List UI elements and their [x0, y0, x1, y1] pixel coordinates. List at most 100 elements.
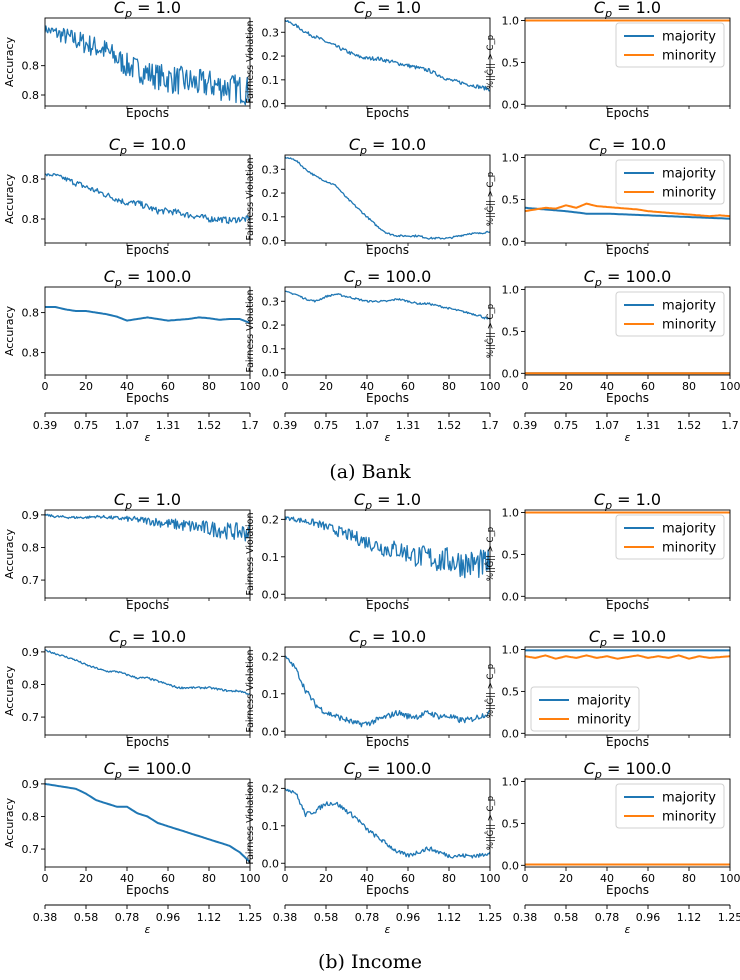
- panel-0-0-2-title: Cp = 1.0: [594, 0, 661, 20]
- panel-0-0-1-xlabel: Epochs: [366, 106, 409, 120]
- panel-1-2-2-eps-tick-label-5: 1.25: [718, 911, 740, 924]
- panel-0-0-0-ylabel: Accuracy: [3, 36, 16, 87]
- panel-1-2-1-xtick-label-1: 20: [319, 872, 333, 885]
- panel-1-2-2-eps-tick-label-0: 0.38: [513, 911, 538, 924]
- panel-0-2-0-eps-tick-label-3: 1.31: [156, 419, 181, 432]
- panel-0-0-1-axes-frame: [284, 17, 491, 107]
- panel-0-2-0-ylabel: Accuracy: [3, 305, 16, 356]
- panel-1-2-2-legend-label-majority: majority: [662, 791, 716, 806]
- panel-0-2-2-eps-tick-label-4: 1.52: [677, 419, 702, 432]
- panel-1-2-0-xlabel: Epochs: [126, 883, 169, 897]
- panel-1-0-1: 0.0 0.1 0.2 Epochs Fairness Violation Cp = 1.…: [245, 490, 491, 612]
- panel-1-1-2-legend-label-minority: minority: [577, 713, 632, 728]
- panel-1-1-1-data: [285, 655, 490, 728]
- panel-0-2-0-eps-tick-label-1: 0.75: [74, 419, 99, 432]
- panel-1-1-0-series-line-0: [45, 649, 250, 695]
- panel-1-2-1: 0.0 0.1 0.2 0 20 40 60 80 100 Epochs Fairness Viol…: [245, 759, 502, 936]
- panel-0-2-2-ytick-label-2: 1.0: [502, 284, 520, 297]
- panel-1-2-2-xtick-label-1: 20: [559, 872, 573, 885]
- panel-0-2-1: 0.0 0.1 0.2 0.3 0 20 40 60 80 100 Epochs Fairness V…: [245, 267, 501, 444]
- panel-0-0-0-data: [45, 25, 250, 106]
- panel-0-2-1-eps-tick-label-2: 1.07: [355, 419, 380, 432]
- panel-0-2-1-eps-tick-label-3: 1.31: [396, 419, 421, 432]
- panel-1-0-2-legend-label-minority: minority: [662, 541, 717, 556]
- panel-0-2-1-xtick-label-1: 20: [319, 380, 333, 393]
- panel-0-1-1-title: Cp = 10.0: [349, 135, 426, 157]
- panel-0-2-1-xtick-label-3: 60: [401, 380, 415, 393]
- panel-1-1-1-series-line-0: [285, 655, 490, 728]
- panel-1-2-1-axes-frame: [284, 778, 491, 868]
- panel-1-2-2-xtick-label-4: 80: [682, 872, 696, 885]
- panel-0-2-2-xtick-label-2: 40: [600, 380, 614, 393]
- panel-1-2-0-xtick-label-2: 40: [120, 872, 134, 885]
- panel-0-2-2-xtick-label-1: 20: [559, 380, 573, 393]
- panel-1-2-1-xtick-label-3: 60: [401, 872, 415, 885]
- panel-0-2-1-eps-tick-label-5: 1.7: [481, 419, 499, 432]
- panel-1-2-2: 0.0 0.5 1.0 0 20 40 60 80 100 Epochs %||Ĝ|| > C_p C…: [484, 759, 740, 936]
- panel-0-1-2-ytick-label-0: 0.0: [502, 235, 520, 248]
- panel-0-2-2-eps-tick-label-2: 1.07: [595, 419, 620, 432]
- panel-1-0-2-ytick-label-1: 0.5: [502, 548, 520, 561]
- panel-0-2-1-eps-tick-label-0: 0.39: [273, 419, 298, 432]
- panel-0-1-1-xlabel: Epochs: [366, 243, 409, 257]
- panel-1-1-0-xlabel: Epochs: [126, 735, 169, 749]
- panel-1-2-1-eps-tick-label-0: 0.38: [273, 911, 298, 924]
- panel-1-1-2-legend: majority minority: [530, 686, 640, 732]
- panel-1-1-0-ylabel: Accuracy: [3, 665, 16, 716]
- panel-0-0-0-ytick-label-0: 0.8: [22, 60, 40, 73]
- panel-1-2-1-xlabel: Epochs: [366, 883, 409, 897]
- panel-1-0-2-ytick-label-2: 1.0: [502, 507, 520, 520]
- panel-0-1-1-ytick-label-0: 0.0: [262, 235, 280, 248]
- panel-0-2-2-ylabel: %||Ĝ|| > C_p: [484, 304, 496, 358]
- panel-1-1-0-axes-frame: [44, 646, 251, 736]
- panel-1-2-1-eps-label: ε: [385, 923, 391, 936]
- panel-0-2-2-legend-label-majority: majority: [662, 299, 716, 314]
- panel-1-0-0-ytick-label-0: 0.7: [22, 574, 40, 587]
- panel-0-2-2-xtick-label-3: 60: [641, 380, 655, 393]
- panel-1-2-0-title: Cp = 100.0: [104, 759, 192, 781]
- panel-0-1-2-legend-label-minority: minority: [662, 186, 717, 201]
- panel-0-1-1-ytick-label-2: 0.2: [262, 187, 280, 200]
- panel-0-2-0-xtick-label-0: 0: [42, 380, 49, 393]
- panel-1-2-2-xtick-label-0: 0: [522, 872, 529, 885]
- panel-0-1-0-ytick-label-0: 0.8: [22, 173, 40, 186]
- panel-1-2-0-ylabel: Accuracy: [3, 797, 16, 848]
- panel-0-0-0-series-line-0: [45, 25, 250, 106]
- panel-0-1-1: 0.0 0.1 0.2 0.3 Epochs Fairness Violation Cp =…: [245, 135, 491, 257]
- panel-0-1-0-ytick-label-1: 0.8: [22, 213, 40, 226]
- panel-0-2-0: 0.8 0.8 0 20 40 60 80 100 Epochs Accuracy Cp = 100…: [3, 267, 261, 444]
- panel-1-1-2-ytick-label-2: 1.0: [502, 644, 520, 657]
- panel-1-0-0-series-line-0: [45, 513, 250, 542]
- panel-0-0-1-ytick-label-0: 0.0: [262, 98, 280, 111]
- panel-1-0-1-ytick-label-0: 0.0: [262, 588, 280, 601]
- panel-0-0-0-axes-frame: [44, 17, 251, 107]
- panel-1-2-2-eps-tick-label-4: 1.12: [677, 911, 702, 924]
- panel-1-2-0-data: [45, 782, 250, 863]
- panel-0-0-1-ylabel: Fairness Violation: [245, 21, 256, 104]
- panel-0-0-1-ytick-label-3: 0.3: [262, 26, 280, 39]
- panel-1-1-2-ytick-label-1: 0.5: [502, 685, 520, 698]
- panel-1-0-0-title: Cp = 1.0: [114, 490, 181, 512]
- panel-1-0-1-xlabel: Epochs: [366, 598, 409, 612]
- panel-1-2-0-xtick-label-1: 20: [79, 872, 93, 885]
- panel-1-1-0-data: [45, 649, 250, 695]
- panel-1-2-1-xtick-label-5: 100: [480, 872, 501, 885]
- panel-1-0-1-ylabel: Fairness Violation: [245, 513, 256, 596]
- panel-1-2-1-xtick-label-4: 80: [442, 872, 456, 885]
- panel-1-1-0-ytick-label-2: 0.9: [22, 646, 40, 659]
- panel-1-1-0-ytick-label-1: 0.8: [22, 678, 40, 691]
- panel-1-0-1-ytick-label-1: 0.1: [262, 551, 280, 564]
- panel-0-1-0-title: Cp = 10.0: [109, 135, 186, 157]
- panel-1-2-1-series-line-0: [285, 788, 490, 859]
- panel-1-2-0-eps-tick-label-2: 0.78: [115, 911, 140, 924]
- panel-0-2-1-axes-frame: [284, 286, 491, 376]
- panel-0-1-2-ytick-label-1: 0.5: [502, 193, 520, 206]
- panel-0-2-0-axes-frame: [44, 286, 251, 376]
- panel-1-1-0: 0.7 0.8 0.9 Epochs Accuracy Cp = 10.0: [3, 627, 251, 749]
- panel-1-0-2-ylabel: %||Ĝ|| > C_p: [484, 527, 496, 581]
- panel-1-2-1-eps-tick-label-3: 0.96: [396, 911, 421, 924]
- panel-1-2-2-eps-tick-label-2: 0.78: [595, 911, 620, 924]
- panel-1-2-0-ytick-label-0: 0.7: [22, 843, 40, 856]
- panel-0-2-0-xtick-label-1: 20: [79, 380, 93, 393]
